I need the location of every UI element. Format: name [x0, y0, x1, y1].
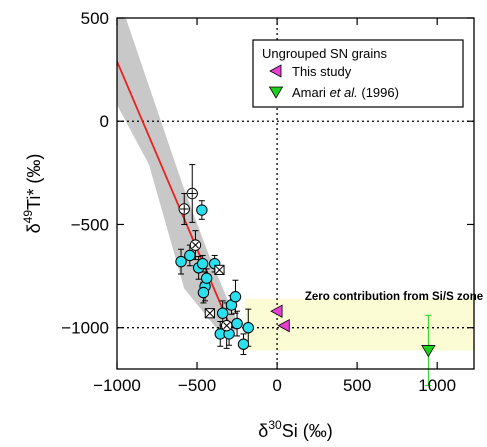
data-point-s0-p4	[196, 258, 209, 270]
zone-label: Zero contribution from Si/S zone	[305, 291, 483, 303]
legend-box	[252, 39, 464, 108]
data-point-s3-p0	[214, 264, 225, 275]
data-point-s0-p15	[237, 338, 250, 350]
x-tick-label-3: 500	[343, 376, 371, 395]
y-tick-label-1: 0	[100, 112, 109, 131]
y-tick-label-3: −1000	[61, 319, 109, 338]
data-point-s2-p1	[220, 319, 233, 332]
y-tick-label-2: −500	[71, 215, 109, 234]
data-point-s0-p0	[175, 255, 187, 268]
legend-title: Ungrouped SN grains	[262, 46, 388, 61]
legend-marker-this-study	[269, 64, 282, 78]
x-tick-label-0: −1000	[93, 376, 141, 395]
legend-entry-amari: Amari et al. (1996)	[292, 85, 399, 100]
y-tick-label-0: 500	[81, 9, 109, 28]
x-tick-label-1: −500	[178, 376, 216, 395]
x-tick-label-2: 0	[272, 376, 281, 395]
data-point-s4-p0	[270, 304, 283, 318]
x-axis-label: δ30Si (‰)	[258, 418, 332, 441]
data-point-s0-p2	[196, 204, 208, 216]
data-point-s1-p1	[186, 187, 198, 200]
y-axis-label: δ49Ti* (‰)	[21, 154, 44, 234]
data-point-s0-p7	[197, 286, 210, 299]
confidence-band	[117, 18, 241, 338]
data-point-s0-p14	[231, 317, 243, 330]
legend-marker-amari	[268, 86, 284, 99]
data-point-s2-p0	[189, 239, 202, 251]
data-point-s3-p1	[204, 308, 215, 319]
plot-frame	[116, 17, 475, 370]
data-point-s4-p1	[277, 318, 290, 333]
data-point-s0-p13	[229, 291, 242, 303]
data-point-s0-p10	[216, 307, 229, 319]
data-point-s0-p6	[200, 272, 213, 284]
data-point-s5-p0	[421, 345, 436, 358]
legend-entry-this-study: This study	[292, 64, 352, 79]
data-point-s0-p16	[242, 322, 254, 334]
data-point-s1-p0	[178, 203, 190, 215]
regression-line	[117, 61, 232, 329]
x-tick-label-4: 1000	[418, 376, 456, 395]
data-point-s0-p1	[184, 249, 196, 262]
